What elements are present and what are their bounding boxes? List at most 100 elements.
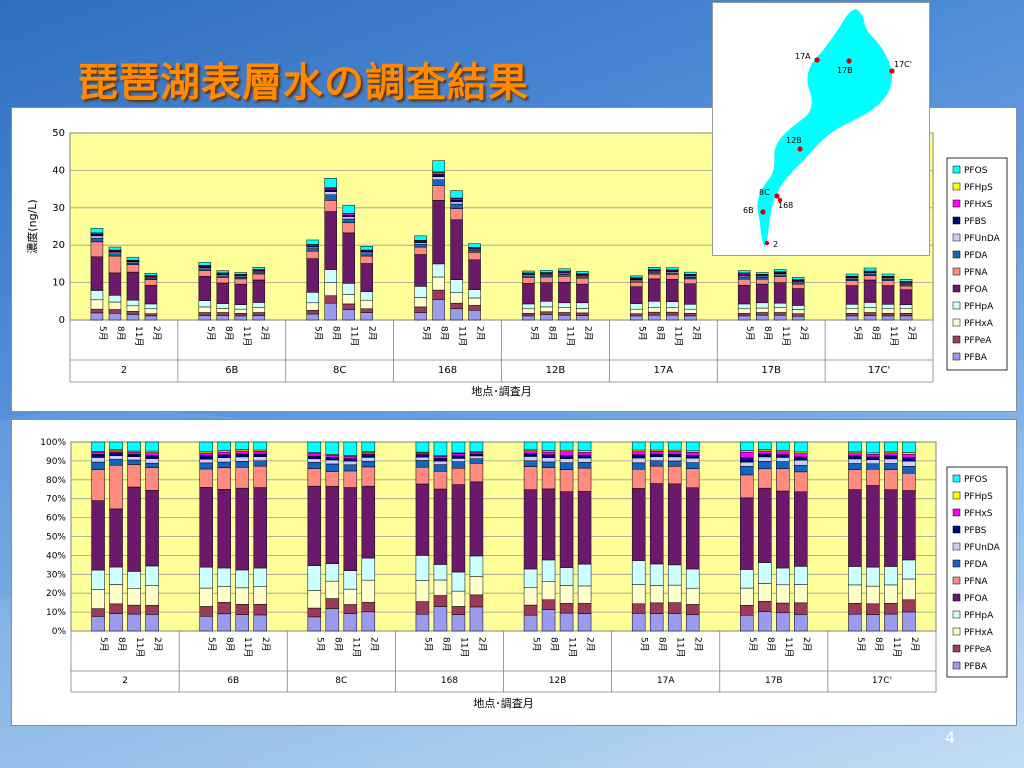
y-tick-label: 90% bbox=[46, 457, 66, 467]
bar-segment-pfna bbox=[325, 471, 340, 487]
bar-segment-pfunda bbox=[127, 456, 141, 461]
bar-segment-pfda bbox=[361, 460, 376, 468]
bar-segment-pfba bbox=[866, 614, 880, 632]
bar-segment-pfhxs bbox=[884, 452, 898, 457]
bar-segment-pfna bbox=[866, 468, 880, 486]
bar-segment-pfhxa bbox=[91, 589, 105, 609]
bar-segment-pfhpa bbox=[848, 566, 862, 586]
bar-segment-pfda bbox=[558, 274, 571, 277]
bar-segment-pfna bbox=[450, 208, 463, 221]
month-tick-label: 11月 bbox=[134, 637, 145, 657]
bar-segment-pfoa bbox=[307, 485, 322, 566]
bar-segment-pfhxs bbox=[776, 451, 790, 455]
bar-segment-pfda bbox=[342, 218, 355, 224]
y-tick-label: 60% bbox=[46, 514, 66, 524]
bar-segment-pfhpa bbox=[198, 300, 212, 308]
bar-segment-pfos bbox=[90, 228, 104, 234]
bar-segment-pfoa bbox=[899, 289, 913, 305]
bar-segment-pfhxs bbox=[631, 451, 646, 456]
bar-segment-pfhpa bbox=[216, 303, 230, 309]
site-tick-label: 17A bbox=[654, 365, 674, 376]
month-tick-label: 11月 bbox=[780, 326, 791, 346]
bar-segment-pfbs bbox=[577, 454, 592, 459]
bar-segment-pfoa bbox=[684, 283, 697, 305]
bar-segment-pfhpa bbox=[881, 304, 895, 310]
bar-segment-pfhxa bbox=[415, 580, 430, 602]
bar-segment-pfpea bbox=[684, 313, 697, 317]
bar-segment-pfna bbox=[902, 472, 916, 491]
bar-segment-pfba bbox=[540, 314, 553, 321]
bar-segment-pfhxs bbox=[758, 450, 772, 455]
bar-segment-pfba bbox=[631, 613, 646, 632]
bar-segment-pfba bbox=[127, 613, 141, 632]
bar-segment-pfoa bbox=[884, 489, 898, 567]
bar-segment-pfhpa bbox=[324, 269, 337, 283]
bar-segment-pfunda bbox=[848, 458, 862, 464]
legend-swatch-pfna bbox=[952, 576, 961, 585]
bar-segment-pfna bbox=[541, 467, 556, 490]
bar-segment-pfhxa bbox=[648, 307, 661, 313]
bar-segment-pfhxa bbox=[306, 302, 319, 311]
bar-segment-pfba bbox=[109, 613, 123, 632]
bar-segment-pfos bbox=[776, 441, 790, 451]
bar-segment-pfoa bbox=[630, 286, 643, 304]
bar-segment-pfhpa bbox=[884, 566, 898, 586]
bar-segment-pfda bbox=[307, 462, 322, 469]
bar-segment-pfba bbox=[863, 315, 877, 321]
bar-segment-pfna bbox=[630, 281, 643, 287]
bar-segment-pfoa bbox=[576, 283, 589, 304]
bar-segment-pfna bbox=[144, 279, 158, 286]
bar-segment-pfda bbox=[91, 461, 105, 471]
month-tick-label: 11月 bbox=[457, 326, 468, 346]
bar-segment-pfoa bbox=[902, 490, 916, 561]
bar-segment-pfunda bbox=[469, 455, 484, 459]
map-label-17A: 17A bbox=[795, 52, 811, 61]
bar-segment-pfbs bbox=[325, 457, 340, 461]
bar-segment-pfpea bbox=[91, 608, 105, 617]
month-tick-label: 8月 bbox=[439, 326, 450, 341]
bar-segment-pfba bbox=[343, 613, 358, 632]
bar-segment-pfna bbox=[306, 250, 319, 259]
bar-segment-pfhxa bbox=[540, 306, 553, 313]
bar-segment-pfbs bbox=[559, 455, 574, 459]
bar-segment-pfos bbox=[451, 441, 466, 454]
month-tick-label: 2月 bbox=[582, 326, 593, 341]
bar-segment-pfunda bbox=[866, 459, 880, 465]
bar-segment-pfda bbox=[199, 462, 213, 470]
legend-box bbox=[946, 466, 1008, 678]
bar-segment-pfhpa bbox=[109, 566, 123, 585]
bar-segment-pfhxs bbox=[432, 172, 445, 175]
site-tick-label: 8C bbox=[335, 676, 347, 686]
legend-label-pfunda: PFUnDA bbox=[964, 543, 1001, 553]
bar-segment-pfos bbox=[558, 268, 571, 272]
bar-segment-pfpea bbox=[685, 604, 700, 616]
bar-segment-pfbs bbox=[451, 455, 466, 459]
bar-segment-pfda bbox=[324, 194, 337, 201]
month-tick-label: 8月 bbox=[115, 326, 126, 341]
bar-segment-pfhxa bbox=[126, 305, 140, 312]
bar-segment-pfpea bbox=[522, 313, 535, 317]
bar-segment-pfna bbox=[415, 466, 430, 485]
bar-segment-pfhpa bbox=[845, 304, 859, 310]
legend-label-pfoa: PFOA bbox=[964, 594, 989, 604]
bar-segment-pfunda bbox=[324, 191, 337, 195]
bar-segment-pfbs bbox=[758, 453, 772, 458]
bar-segment-pfpea bbox=[737, 313, 751, 317]
bar-segment-pfos bbox=[666, 267, 679, 271]
bar-segment-pfpea bbox=[794, 602, 808, 615]
page-number: 4 bbox=[945, 728, 956, 747]
bar-segment-pfpea bbox=[902, 599, 916, 613]
bar-segment-pfos bbox=[522, 270, 535, 274]
bar-segment-pfunda bbox=[253, 456, 267, 462]
bar-segment-pfoa bbox=[848, 489, 862, 567]
legend-label-pfda: PFDA bbox=[964, 251, 988, 261]
bar-segment-pfos bbox=[541, 441, 556, 451]
bar-segment-pfpea bbox=[253, 603, 267, 616]
legend-swatch-pfda bbox=[952, 250, 961, 259]
bar-segment-pfda bbox=[559, 462, 574, 470]
bar-segment-pfhpa bbox=[469, 555, 484, 577]
bar-segment-pfunda bbox=[145, 458, 159, 464]
bar-segment-pfhxa bbox=[631, 584, 646, 605]
bar-segment-pfoa bbox=[342, 232, 355, 284]
month-tick-label: 2月 bbox=[475, 326, 486, 341]
